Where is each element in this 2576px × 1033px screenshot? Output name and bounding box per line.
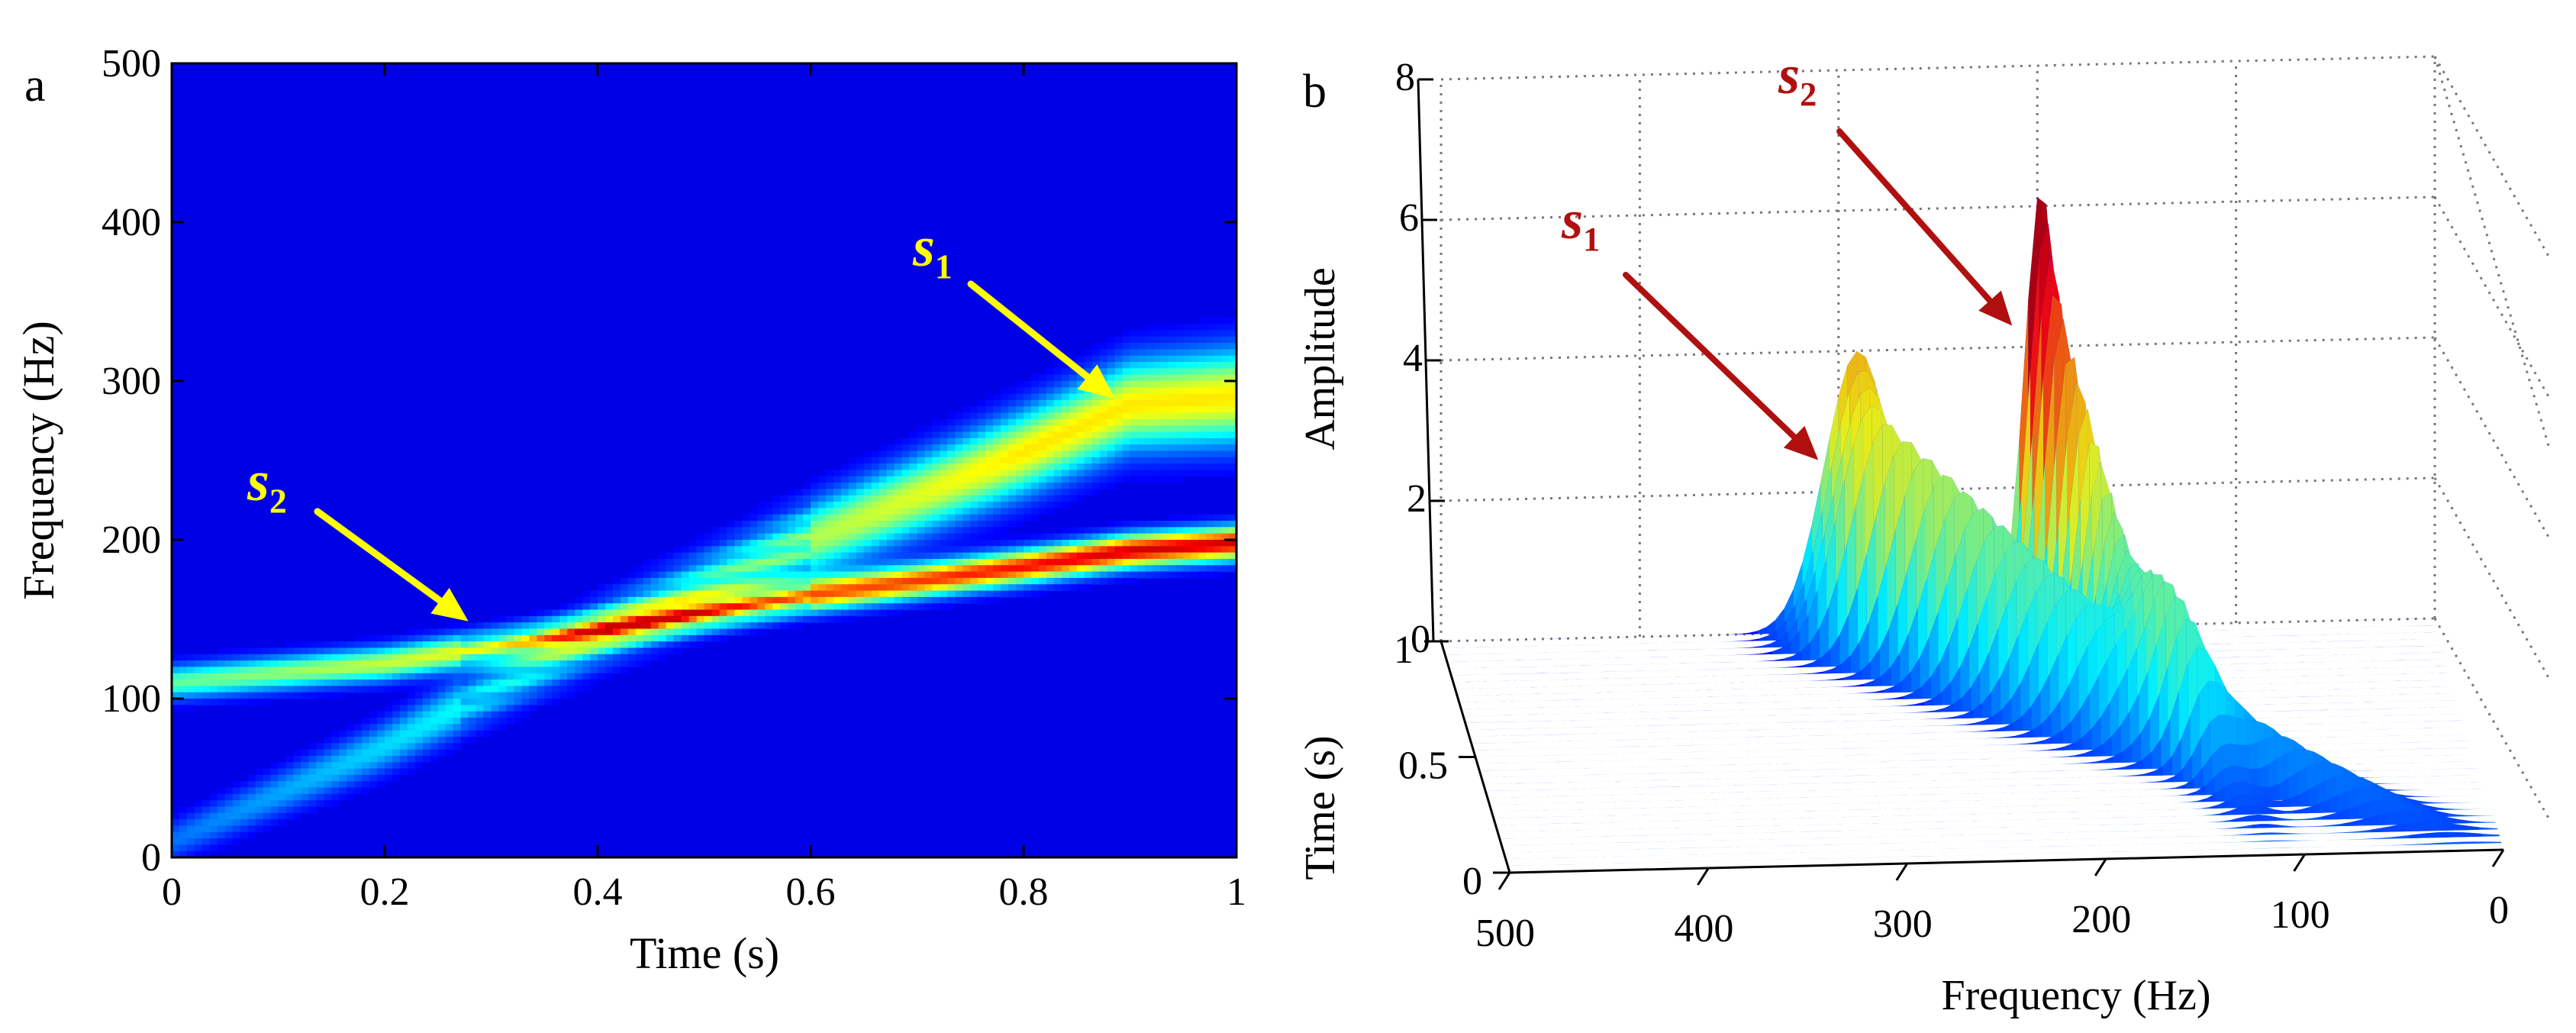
- z-tick-label: 6: [1399, 196, 1419, 240]
- y-tick-label: 200: [102, 518, 161, 562]
- x-tick-label: 1: [1227, 870, 1246, 914]
- s2-label: s2: [247, 450, 287, 520]
- x-tick-label: 500: [1475, 912, 1535, 955]
- s2-arrow: [314, 508, 469, 621]
- panel-a: a 0 0.2 0.4 0.6 0.8 1 0 100 200 300 400 500 Time (s…: [14, 42, 1246, 978]
- z-tick-label: 4: [1403, 337, 1423, 380]
- x-tick: [1498, 872, 1511, 890]
- x-tick-label: 300: [1873, 902, 1933, 946]
- y-tick-label: 0: [141, 836, 161, 880]
- panel-b-annotations: s1 s2: [1561, 44, 2013, 460]
- x-tick: [1895, 863, 1909, 881]
- heatmap: [172, 63, 1236, 857]
- z-tick-label: 0: [1411, 618, 1430, 661]
- z-tick-label: 8: [1395, 56, 1415, 99]
- s1-label: s1: [912, 216, 953, 286]
- panel-b-x-label: Frequency (Hz): [1942, 972, 2211, 1019]
- panel-a-label: a: [24, 60, 46, 111]
- x-tick-label: 0.6: [786, 870, 836, 914]
- s1-arrow-b: [1623, 272, 1819, 460]
- x-tick: [2094, 858, 2107, 876]
- panel-a-y-label: Frequency (Hz): [14, 321, 63, 600]
- y-tick-label: 100: [102, 677, 161, 721]
- s1-label-b: s1: [1561, 189, 1600, 258]
- x-tick: [1697, 867, 1710, 886]
- y-tick-label: 1: [1394, 628, 1414, 672]
- x-tick-label: 0.8: [999, 870, 1049, 914]
- panel-a-frame: [170, 62, 1238, 859]
- x-tick-label: 100: [2271, 893, 2330, 937]
- x-tick-label: 0.4: [573, 870, 623, 914]
- x-axis-line: [1509, 848, 2504, 874]
- surface-plot: [1441, 197, 2503, 873]
- x-tick-label: 0: [2489, 889, 2509, 932]
- y-tick-label: 0.5: [1398, 744, 1448, 788]
- y-tick-label: 0: [1462, 860, 1482, 903]
- panel-a-annotations: s1 s2: [247, 216, 1115, 621]
- z-tick-label: 2: [1407, 477, 1427, 521]
- s2-label-b: s2: [1778, 44, 1817, 113]
- panel-b-z-label: Amplitude: [1297, 267, 1344, 450]
- x-tick-label: 200: [2071, 898, 2131, 941]
- panel-a-x-label: Time (s): [630, 928, 779, 978]
- y-tick-label: 300: [102, 360, 161, 403]
- panel-b-label: b: [1303, 66, 1327, 118]
- x-tick-label: 400: [1674, 907, 1733, 951]
- y-tick-label: 500: [102, 42, 161, 86]
- x-tick: [2491, 849, 2505, 867]
- s2-arrow-b: [1836, 128, 2013, 326]
- x-tick-label: 0: [162, 870, 182, 914]
- s1-arrow: [967, 280, 1115, 399]
- y-tick-label: 400: [102, 201, 161, 244]
- panel-b-y-label: Time (s): [1297, 735, 1344, 880]
- panel-a-axes: 0 0.2 0.4 0.6 0.8 1 0 100 200 300 400 500: [102, 42, 1246, 914]
- x-tick: [2293, 854, 2306, 872]
- x-tick-label: 0.2: [360, 870, 410, 914]
